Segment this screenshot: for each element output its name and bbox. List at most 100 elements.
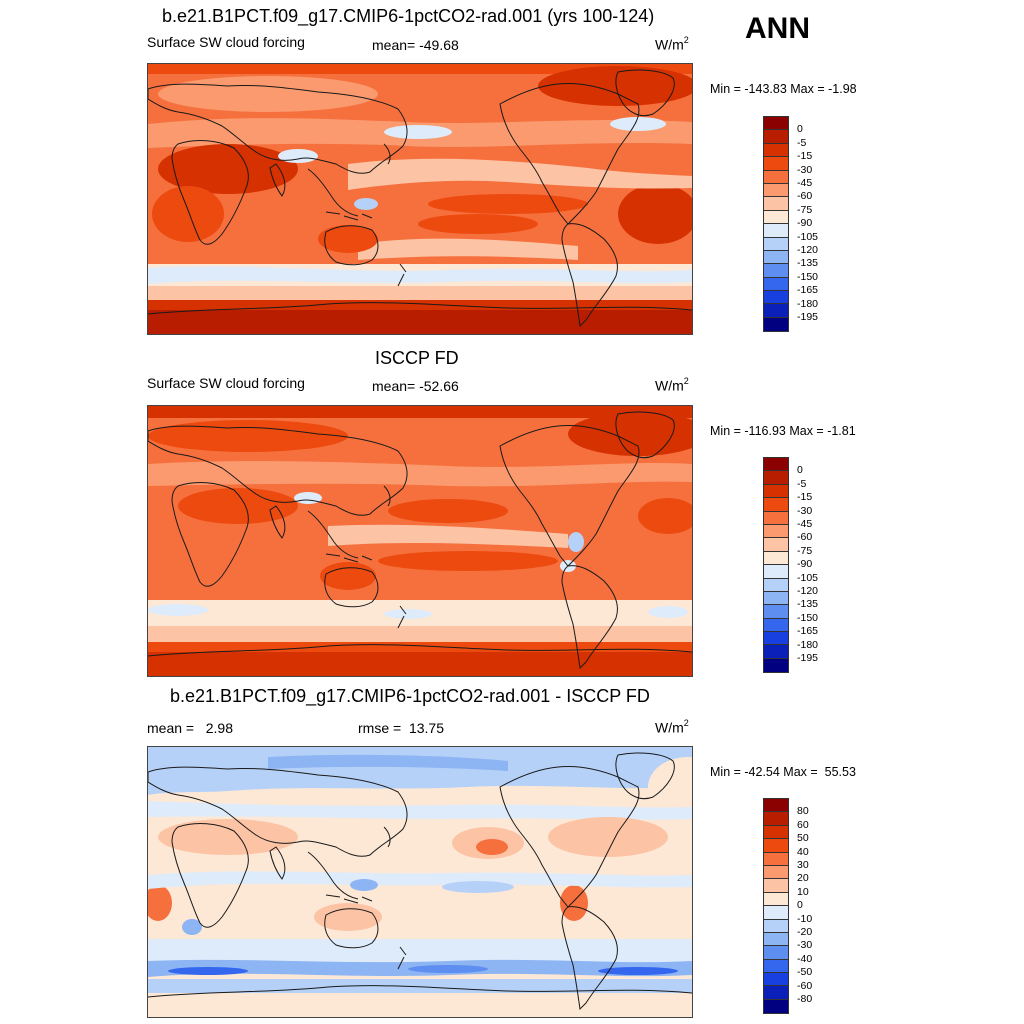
colorbar-tick-label: -135 (797, 598, 819, 611)
colorbar-tick-label: -105 (797, 571, 819, 584)
obs-variable-label: Surface SW cloud forcing (147, 375, 305, 391)
colorbar-tick-label: -135 (797, 257, 819, 270)
colorbar-swatch (764, 865, 788, 880)
colorbar-tick-label: -150 (797, 611, 819, 624)
colorbar-swatch (764, 183, 788, 198)
colorbar-tick-label: -105 (797, 230, 819, 243)
colorbar-tick-label: 30 (797, 859, 809, 871)
colorbar-swatch (764, 578, 788, 592)
colorbar-tick-label: -150 (797, 270, 819, 283)
colorbar-tick-label: -90 (797, 217, 813, 230)
colorbar-tick-label: -195 (797, 311, 819, 323)
colorbar-tick-label: -165 (797, 284, 819, 297)
colorbar-swatch (764, 839, 788, 853)
colorbar-tick-label: -15 (797, 491, 813, 504)
colorbar-tick-label: 40 (797, 845, 809, 858)
colorbar-swatch (764, 906, 788, 920)
colorbar-swatch (764, 170, 788, 184)
colorbar-tick-label: -60 (797, 531, 813, 544)
colorbar-swatch (764, 317, 788, 332)
colorbar-swatch (764, 210, 788, 225)
colorbar-tick-label: -5 (797, 136, 807, 149)
colorbar-tick-label: 20 (797, 872, 809, 885)
diff-rmse-label: rmse = 13.75 (358, 720, 444, 736)
diff-units-label: W/m2 (655, 718, 689, 736)
diff-minmax-label: Min = -42.54 Max = 55.53 (710, 765, 856, 779)
colorbar-tick-label: -45 (797, 518, 813, 530)
colorbar-tick-label: -20 (797, 926, 813, 938)
model-units-label: W/m2 (655, 35, 689, 53)
colorbar-tick-label: 0 (797, 899, 803, 912)
colorbar-swatch (764, 538, 788, 552)
colorbar-tick-label: -120 (797, 585, 819, 597)
colorbar-tick-label: -5 (797, 477, 807, 490)
colorbar-swatch (764, 117, 788, 131)
colorbar-tick-label: -75 (797, 544, 813, 557)
colorbar-tick-label: -60 (797, 190, 813, 203)
model-variable-label: Surface SW cloud forcing (147, 34, 305, 50)
colorbar-swatch (764, 498, 788, 512)
obs-units-label: W/m2 (655, 376, 689, 394)
colorbar-tick-label: -165 (797, 625, 819, 638)
colorbar-tick-label: -75 (797, 203, 813, 216)
obs-panel-title: ISCCP FD (375, 348, 459, 368)
colorbar-tick-label: -30 (797, 163, 813, 176)
colorbar-tick-label: 0 (797, 123, 803, 136)
colorbar-swatch (764, 919, 788, 933)
colorbar-tick-label: -50 (797, 966, 813, 979)
colorbar-tick-label: -40 (797, 952, 813, 965)
colorbar-tick-label: -90 (797, 558, 813, 571)
colorbar-tick-label: 50 (797, 832, 809, 845)
colorbar-swatch (764, 264, 788, 278)
colorbar-swatch (764, 605, 788, 619)
colorbar-tick-label: -180 (797, 638, 819, 651)
colorbar-tick-label: -60 (797, 979, 813, 992)
obs-colorbar (763, 457, 789, 674)
diff-mean-label: mean = 2.98 (147, 720, 234, 736)
colorbar-swatch (764, 130, 788, 144)
colorbar-swatch (764, 946, 788, 960)
colorbar-swatch (764, 959, 788, 974)
model-minmax-label: Min = -143.83 Max = -1.98 (710, 82, 857, 96)
colorbar-swatch (764, 511, 788, 525)
model-colorbar (763, 116, 789, 333)
colorbar-swatch (764, 250, 788, 265)
colorbar-swatch (764, 224, 788, 238)
colorbar-swatch (764, 591, 788, 606)
colorbar-swatch (764, 471, 788, 485)
colorbar-tick-label: -10 (797, 912, 813, 925)
colorbar-swatch (764, 618, 788, 633)
colorbar-swatch (764, 458, 788, 472)
colorbar-tick-label: -180 (797, 297, 819, 310)
colorbar-swatch (764, 892, 788, 907)
colorbar-swatch (764, 304, 788, 318)
colorbar-swatch (764, 658, 788, 673)
colorbar-tick-label: -80 (797, 993, 813, 1005)
colorbar-swatch (764, 645, 788, 659)
colorbar-swatch (764, 143, 788, 158)
colorbar-swatch (764, 524, 788, 539)
colorbar-swatch (764, 632, 788, 646)
colorbar-tick-label: 10 (797, 885, 809, 898)
colorbar-swatch (764, 291, 788, 305)
colorbar-swatch (764, 973, 788, 987)
colorbar-tick-label: -15 (797, 150, 813, 163)
colorbar-swatch (764, 565, 788, 579)
colorbar-tick-label: 0 (797, 464, 803, 477)
colorbar-swatch (764, 237, 788, 251)
colorbar-swatch (764, 825, 788, 840)
colorbar-tick-label: -30 (797, 939, 813, 952)
colorbar-swatch (764, 277, 788, 292)
obs-map (147, 405, 693, 677)
model-map (147, 63, 693, 335)
obs-mean-label: mean= -52.66 (372, 378, 459, 394)
colorbar-swatch (764, 852, 788, 866)
colorbar-swatch (764, 197, 788, 211)
colorbar-swatch (764, 986, 788, 1000)
colorbar-tick-label: 60 (797, 818, 809, 831)
colorbar-swatch (764, 484, 788, 499)
diff-map (147, 746, 693, 1018)
colorbar-tick-label: -45 (797, 177, 813, 189)
colorbar-swatch (764, 551, 788, 566)
obs-minmax-label: Min = -116.93 Max = -1.81 (710, 424, 856, 438)
